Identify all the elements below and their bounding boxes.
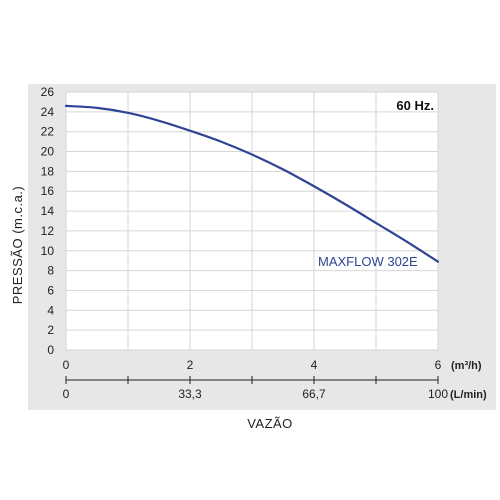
x-tick-label-secondary-66,7: 66,7: [302, 387, 326, 401]
x-tick-label-primary-0: 0: [63, 358, 70, 372]
x-axis-title: VAZÃO: [247, 416, 293, 431]
y-tick-label-18: 18: [41, 164, 55, 178]
y-tick-label-16: 16: [41, 184, 55, 198]
x-tick-label-primary-2: 2: [187, 358, 194, 372]
y-tick-label-26: 26: [41, 85, 55, 99]
y-tick-label-2: 2: [47, 323, 54, 337]
x-tick-label-secondary-100: 100: [428, 387, 448, 401]
y-tick-label-4: 4: [47, 303, 54, 317]
x-axis: 0 2 4 6 0 33,3 66,7 100: [63, 358, 449, 401]
y-tick-label-22: 22: [41, 125, 55, 139]
y-tick-label-24: 24: [41, 105, 55, 119]
series-label-maxflow-302e: MAXFLOW 302E: [318, 254, 418, 269]
x-tick-label-secondary-0: 0: [63, 387, 70, 401]
x-unit-primary: (m³/h): [451, 360, 482, 372]
series-line-0: [64, 104, 440, 263]
series-layer: [64, 104, 440, 263]
y-axis-title: PRESSÃO (m.c.a.): [10, 186, 25, 305]
x-tick-label-primary-4: 4: [311, 358, 318, 372]
grid-lines: [65, 91, 439, 351]
y-tick-label-6: 6: [47, 283, 54, 297]
y-tick-label-0: 0: [47, 343, 54, 357]
x-tick-label-primary-6: 6: [435, 358, 442, 372]
y-tick-label-12: 12: [41, 224, 55, 238]
y-tick-label-10: 10: [41, 244, 55, 258]
y-tick-label-14: 14: [41, 204, 55, 218]
x-tick-label-secondary-33,3: 33,3: [178, 387, 202, 401]
y-tick-label-8: 8: [47, 264, 54, 278]
frequency-annotation: 60 Hz.: [396, 98, 434, 113]
y-tick-label-20: 20: [41, 145, 55, 159]
x-unit-secondary: (L/min): [450, 389, 487, 401]
